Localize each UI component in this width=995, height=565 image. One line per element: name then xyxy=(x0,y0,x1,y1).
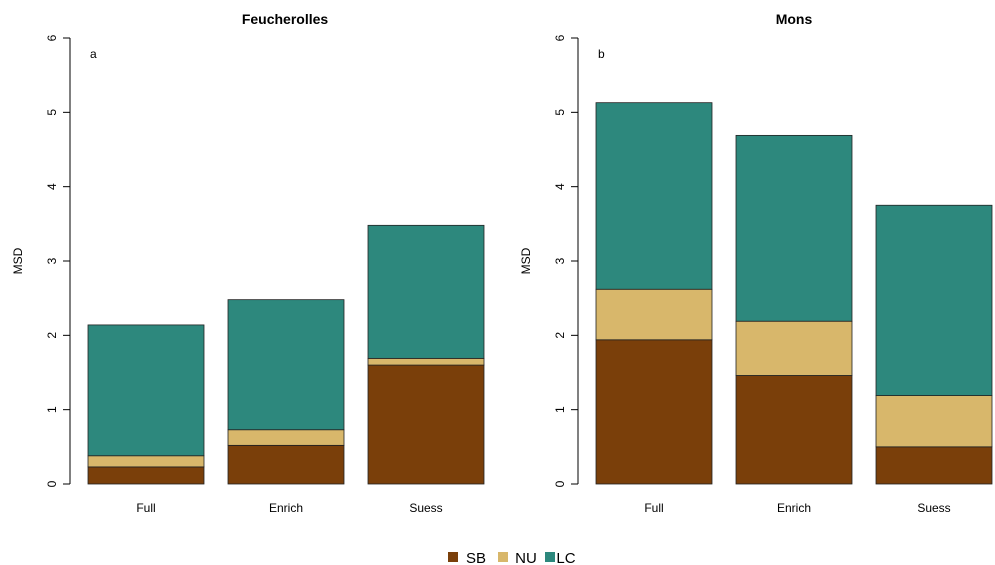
bar-segment-nu-full xyxy=(595,288,713,341)
y-tick-label: 2 xyxy=(45,332,59,339)
y-tick-label: 1 xyxy=(45,406,59,413)
y-tick-label: 6 xyxy=(553,34,567,41)
bar-segment-sb-enrich xyxy=(735,375,853,485)
bar-segment-sb-enrich xyxy=(227,444,345,485)
x-tick-label: Enrich xyxy=(269,501,303,515)
bar-segment-sb-suess xyxy=(367,364,485,485)
y-tick-label: 3 xyxy=(45,257,59,264)
x-tick-label: Enrich xyxy=(777,501,811,515)
chart-panel-3-b: Mons b 0 1 2 3 4 5 6 MSD Full Enrich Suess xyxy=(519,11,993,515)
bar-segment-nu-enrich xyxy=(735,320,853,376)
panel-label: b xyxy=(598,47,605,61)
bar-segment-lc-full xyxy=(87,324,205,457)
bar-segment-sb-full xyxy=(595,339,713,485)
y-tick-label: 0 xyxy=(553,480,567,487)
bar-segment-lc-enrich xyxy=(227,299,345,431)
bar-segment-lc-suess xyxy=(367,224,485,359)
x-tick-label: Full xyxy=(136,501,155,515)
chart-title: Mons xyxy=(776,11,813,27)
bar-segment-nu-suess xyxy=(875,395,993,448)
y-axis-label: MSD xyxy=(11,247,25,274)
y-tick-label: 4 xyxy=(553,183,567,190)
legend-swatch-lc xyxy=(545,552,555,562)
bar-segment-lc-enrich xyxy=(735,134,853,322)
y-tick-label: 6 xyxy=(45,34,59,41)
y-tick-label: 0 xyxy=(45,480,59,487)
legend-swatch-sb xyxy=(448,552,458,562)
bar-segment-sb-full xyxy=(87,466,205,485)
bar-segment-lc-suess xyxy=(875,204,993,396)
x-tick-label: Full xyxy=(644,501,663,515)
legend-swatch-nu xyxy=(498,552,508,562)
y-tick-label: 5 xyxy=(553,109,567,116)
legend-label-nu: NU xyxy=(515,550,537,565)
bar-segment-nu-enrich xyxy=(227,429,345,446)
y-tick-label: 4 xyxy=(45,183,59,190)
chart-title: Feucherolles xyxy=(242,11,329,27)
legend-label-lc: LC xyxy=(556,550,575,565)
y-axis-label: MSD xyxy=(519,247,533,274)
panel-label: a xyxy=(90,47,97,61)
x-tick-label: Suess xyxy=(917,501,950,515)
y-tick-label: 1 xyxy=(553,406,567,413)
y-tick-label: 5 xyxy=(45,109,59,116)
legend: SB NU LC xyxy=(448,550,576,565)
bar-segment-nu-full xyxy=(87,455,205,468)
chart-panel-3-a: Feucherolles a 0 1 2 3 4 5 6 MSD Full Enrich Suess xyxy=(11,11,485,515)
legend-label-sb: SB xyxy=(466,550,486,565)
y-tick-label: 2 xyxy=(553,332,567,339)
bar-segment-lc-full xyxy=(595,102,713,290)
bar-segment-nu-suess xyxy=(367,357,485,366)
x-tick-label: Suess xyxy=(409,501,442,515)
bar-segment-sb-suess xyxy=(875,446,993,485)
y-tick-label: 3 xyxy=(553,257,567,264)
